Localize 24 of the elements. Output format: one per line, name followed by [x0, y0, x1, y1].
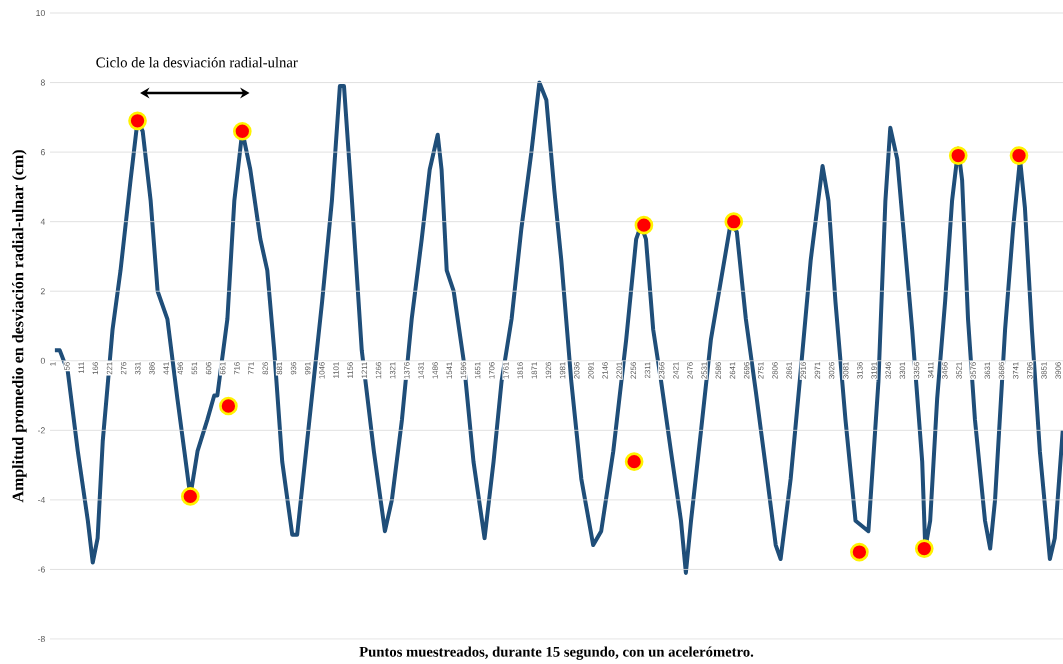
y-tick-label: 0: [40, 357, 45, 364]
y-tick-label: -4: [37, 496, 46, 503]
point: [850, 542, 869, 562]
y-tick-label: -8: [37, 635, 45, 643]
y-tick-label: 4: [40, 218, 46, 225]
point: [128, 111, 147, 131]
point: [634, 215, 654, 235]
y-tick-label: -2: [37, 427, 45, 434]
annotation: Ciclo de la desviación radial-ulnar: [96, 57, 298, 68]
point: [219, 396, 238, 416]
y-axis-title: Amplitud promedio en desviación radial-ulnar (cm): [12, 150, 27, 503]
point: [948, 146, 968, 165]
y-tick-label: 6: [40, 149, 45, 156]
point: [624, 452, 644, 471]
x-axis-title: Puntos muestreados, durante 15 segundo, con un acelerómetro.: [359, 646, 754, 660]
y-tick-label: 10: [36, 9, 45, 17]
line-series: [52, 80, 1063, 575]
y-tick-label: -6: [37, 566, 45, 573]
y-tick-label: 8: [40, 79, 45, 86]
point: [914, 539, 934, 558]
y-tick-label: 2: [40, 288, 45, 295]
point: [724, 212, 744, 232]
point: [180, 487, 200, 506]
point: [232, 121, 252, 141]
